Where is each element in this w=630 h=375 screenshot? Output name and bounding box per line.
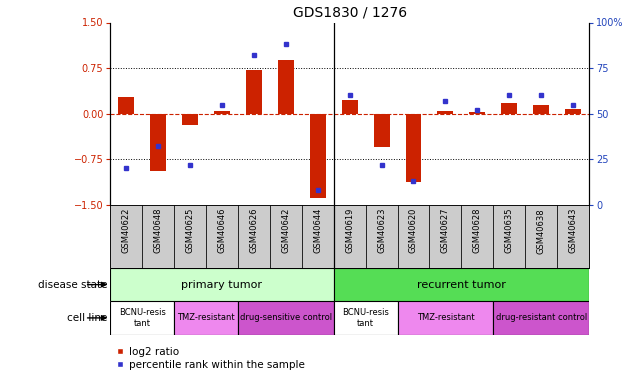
Bar xyxy=(430,205,461,268)
Text: GSM40626: GSM40626 xyxy=(249,208,258,254)
Text: GSM40625: GSM40625 xyxy=(186,208,195,254)
Text: GSM40628: GSM40628 xyxy=(473,208,482,254)
Bar xyxy=(246,70,262,114)
Bar xyxy=(182,114,198,125)
Bar xyxy=(461,205,493,268)
Bar xyxy=(493,205,525,268)
Text: TMZ-resistant: TMZ-resistant xyxy=(416,314,474,322)
Bar xyxy=(270,205,302,268)
Text: GSM40635: GSM40635 xyxy=(505,208,513,254)
Bar xyxy=(214,111,230,114)
Text: BCNU-resis
tant: BCNU-resis tant xyxy=(118,308,166,328)
Text: BCNU-resis
tant: BCNU-resis tant xyxy=(342,308,389,328)
Bar xyxy=(406,114,421,182)
Title: GDS1830 / 1276: GDS1830 / 1276 xyxy=(292,6,407,20)
Text: GSM40648: GSM40648 xyxy=(154,208,163,254)
Bar xyxy=(493,301,589,334)
Text: GSM40643: GSM40643 xyxy=(569,208,578,254)
Text: GSM40622: GSM40622 xyxy=(122,208,130,254)
Text: GSM40638: GSM40638 xyxy=(537,208,546,254)
Bar xyxy=(110,301,174,334)
Text: GSM40620: GSM40620 xyxy=(409,208,418,254)
Bar xyxy=(469,112,485,114)
Bar xyxy=(533,105,549,114)
Bar xyxy=(374,114,389,147)
Bar xyxy=(206,205,238,268)
Text: GSM40619: GSM40619 xyxy=(345,208,354,254)
Text: GSM40642: GSM40642 xyxy=(282,208,290,254)
Bar xyxy=(334,205,365,268)
Text: TMZ-resistant: TMZ-resistant xyxy=(177,314,235,322)
Text: cell line: cell line xyxy=(67,313,107,323)
Bar xyxy=(118,97,134,114)
Bar xyxy=(110,268,334,301)
Bar xyxy=(501,103,517,114)
Bar xyxy=(174,301,238,334)
Text: GSM40644: GSM40644 xyxy=(313,208,322,254)
Legend: log2 ratio, percentile rank within the sample: log2 ratio, percentile rank within the s… xyxy=(115,346,305,370)
Bar xyxy=(334,301,398,334)
Bar xyxy=(142,205,174,268)
Bar xyxy=(278,60,294,114)
Text: GSM40623: GSM40623 xyxy=(377,208,386,254)
Text: GSM40646: GSM40646 xyxy=(217,208,226,254)
Bar xyxy=(398,301,493,334)
Bar xyxy=(565,109,581,114)
Bar xyxy=(557,205,589,268)
Text: drug-sensitive control: drug-sensitive control xyxy=(240,314,332,322)
Text: primary tumor: primary tumor xyxy=(181,280,263,290)
Bar xyxy=(341,100,358,114)
Bar xyxy=(398,205,430,268)
Text: GSM40627: GSM40627 xyxy=(441,208,450,254)
Bar xyxy=(110,205,142,268)
Text: disease state: disease state xyxy=(38,280,107,290)
Bar xyxy=(310,114,326,198)
Text: recurrent tumor: recurrent tumor xyxy=(417,280,506,290)
Bar xyxy=(525,205,557,268)
Bar xyxy=(238,301,334,334)
Bar xyxy=(437,111,454,114)
Bar xyxy=(174,205,206,268)
Text: drug-resistant control: drug-resistant control xyxy=(496,314,587,322)
Bar xyxy=(150,114,166,171)
Bar xyxy=(334,268,589,301)
Bar xyxy=(365,205,398,268)
Bar xyxy=(302,205,334,268)
Bar xyxy=(238,205,270,268)
